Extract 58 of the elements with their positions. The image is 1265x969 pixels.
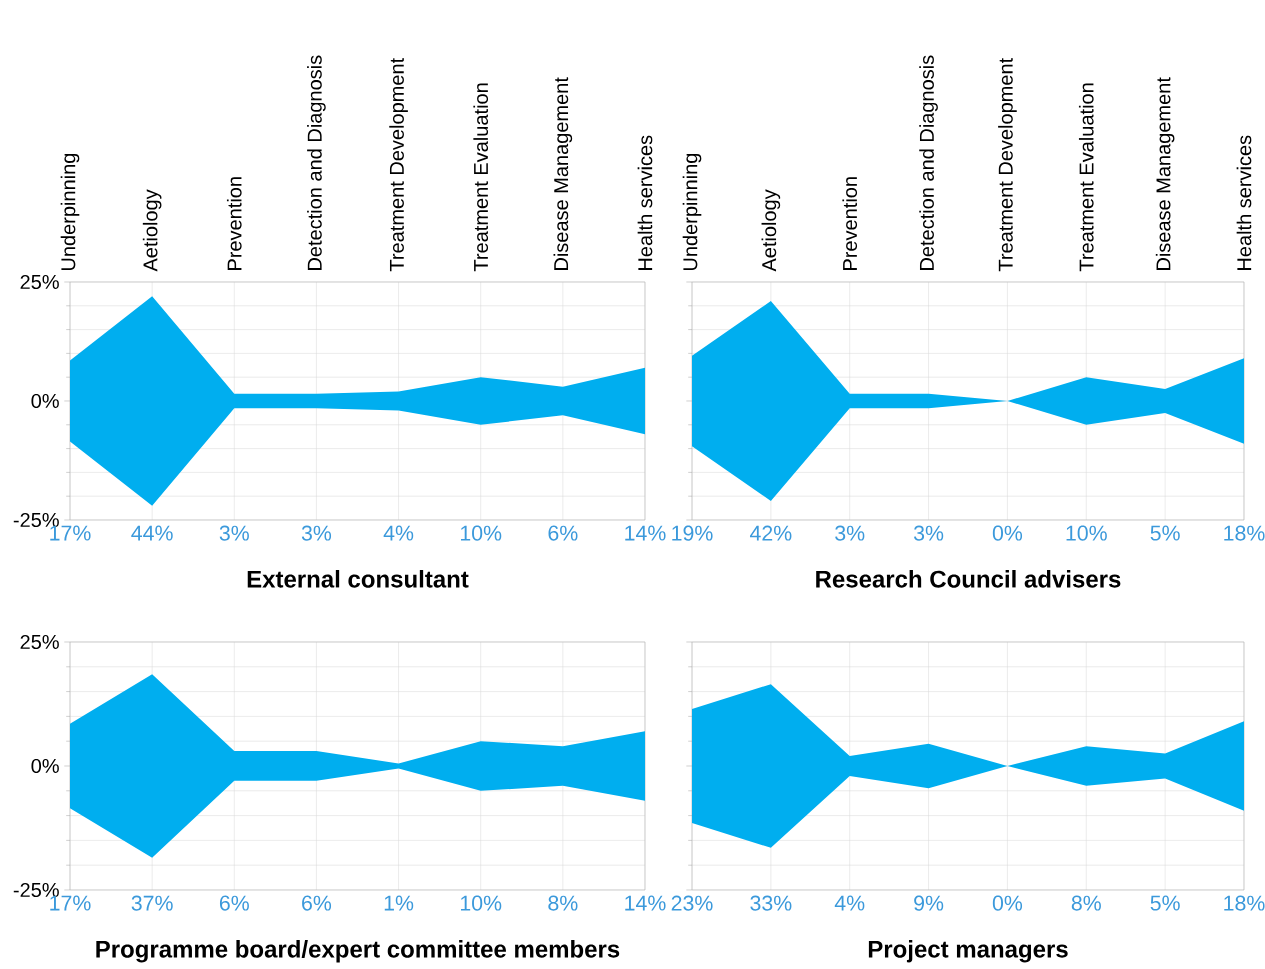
y-tick-label: -25% [13,512,59,528]
x-tick-label: Detection and Diagnosis [919,55,938,270]
text: 17% [50,525,91,541]
text: 3% [219,525,249,541]
text: 6% [219,895,249,911]
text: 19% [672,525,713,541]
text: Project managers [868,940,1068,963]
text: 4% [383,525,414,541]
text: 14% [625,895,666,911]
text: 3% [835,525,865,541]
text: 0% [992,895,1023,911]
text: 10% [1066,525,1107,541]
text: 17% [50,895,91,911]
x-tick-label: Disease Management [553,77,573,270]
text: 0% [992,525,1023,541]
x-tick-label: Health services [637,135,653,270]
text: 10% [460,895,502,911]
text: 8% [1071,895,1101,911]
text: Programme board/expert committee members [96,940,620,963]
y-tick-label: 0% [31,758,59,774]
x-tick-label: Treatment Evaluation [1078,83,1094,272]
text: 3% [913,525,944,541]
text: 44% [131,525,173,541]
x-tick-label: Underpinning [60,153,80,271]
x-tick-label: Aetiology [761,189,781,272]
text: 1% [384,895,414,911]
text: 42% [749,525,792,541]
y-tick-label: 0% [31,393,59,409]
x-tick-label: Prevention [226,177,242,270]
y-tick-label: 25% [20,634,59,650]
text: 10% [460,525,502,541]
text: 9% [914,895,944,911]
y-tick-label: 25% [20,274,59,290]
text: External consultant [247,570,469,588]
text: 33% [750,895,792,911]
y-tick-label: -25% [13,882,59,898]
text: Research Council advisers [816,570,1121,588]
text: 8% [548,895,578,911]
text: 6% [302,895,332,911]
text: 18% [1224,895,1265,911]
x-tick-label: Health services [1236,135,1252,270]
x-tick-label: Disease Management [1155,77,1175,270]
text: 3% [301,525,332,541]
text: 5% [1150,895,1180,911]
text: 18% [1224,525,1265,541]
x-tick-label: Treatment Development [389,57,408,272]
x-tick-label: Aetiology [142,189,162,272]
x-tick-label: Treatment Development [998,57,1017,272]
text: 5% [1150,525,1180,541]
x-tick-label: Treatment Evaluation [473,83,489,272]
text: 23% [671,895,713,911]
text: 6% [548,525,578,541]
text: 14% [625,525,666,541]
x-tick-label: Prevention [842,177,858,270]
x-tick-label: Underpinning [682,153,702,271]
text: 37% [131,895,173,911]
text: 4% [834,895,865,911]
x-tick-label: Detection and Diagnosis [307,55,326,270]
